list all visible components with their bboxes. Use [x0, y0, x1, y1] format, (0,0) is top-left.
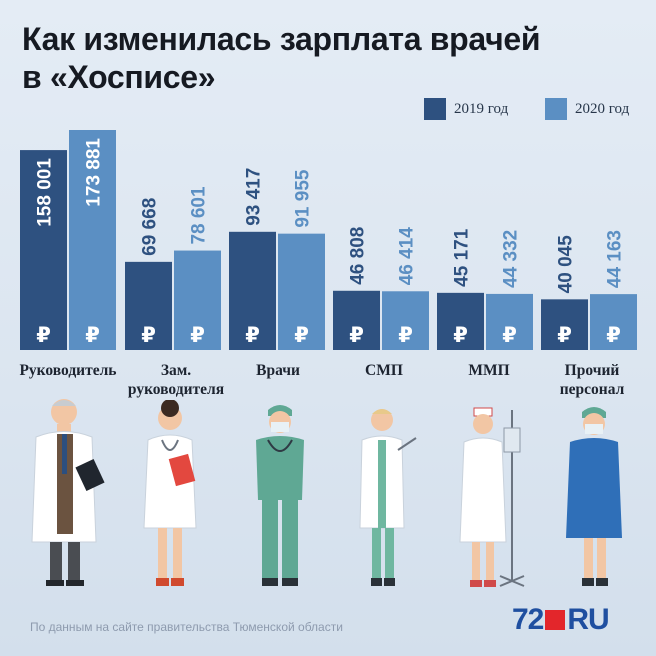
category-label-line: Врачи	[256, 362, 300, 379]
bar-label-2020-1: 78 601	[189, 186, 210, 245]
ruble-icon: ₽	[245, 323, 260, 347]
director-figure	[31, 399, 105, 586]
category-label-line: Зам.	[160, 362, 192, 379]
category-label-0: Руководитель	[0, 361, 138, 380]
ruble-icon: ₽	[606, 323, 621, 347]
ruble-icon: ₽	[36, 323, 51, 347]
legend-swatch-2019	[424, 98, 446, 120]
other-figure	[566, 407, 622, 586]
bar-label-2019-2: 93 417	[244, 168, 265, 226]
category-label-2: Врачи	[208, 361, 348, 380]
category-label-4: ММП	[419, 361, 559, 380]
ruble-icon: ₽	[453, 323, 468, 347]
category-label-line: Прочий	[564, 362, 620, 379]
bar-label-2019-4: 45 171	[452, 228, 473, 287]
logo-number: 72	[512, 603, 544, 636]
logo-suffix: RU	[567, 603, 609, 636]
bar-2019-0	[20, 150, 67, 350]
category-label-line: руководителя	[127, 381, 225, 398]
category-label-line: Руководитель	[19, 362, 117, 379]
bar-label-2019-5: 40 045	[556, 235, 577, 294]
bar-2020-0	[69, 130, 116, 350]
bar-2020-4	[486, 293, 533, 350]
ruble-icon: ₽	[502, 323, 517, 347]
ruble-icon: ₽	[85, 323, 100, 347]
title-line-1: Как изменилась зарплата врачей	[22, 21, 541, 57]
smp-figure	[359, 409, 417, 586]
ruble-icon: ₽	[349, 323, 364, 347]
brand-logo[interactable]: 72 RU	[512, 603, 610, 637]
bar-2019-5	[541, 299, 588, 350]
category-label-1: Зам. руководителя	[106, 361, 246, 399]
category-label-5: Прочий персонал	[522, 361, 656, 399]
bar-2019-2	[229, 231, 276, 350]
bar-label-2020-0: 173 881	[84, 138, 105, 207]
bar-2019-1	[125, 261, 172, 350]
legend-label-2020: 2020 год	[575, 100, 630, 117]
bar-2019-3	[333, 290, 380, 350]
category-label-line: персонал	[559, 381, 625, 398]
category-label-3: СМП	[314, 361, 454, 380]
mmp-figure	[459, 407, 525, 587]
ruble-icon: ₽	[190, 323, 205, 347]
bar-label-2020-4: 44 332	[501, 230, 522, 288]
ruble-icon: ₽	[398, 323, 413, 347]
chart-title: Как изменилась зарплата врачей в «Хоспис…	[22, 20, 622, 96]
ruble-icon: ₽	[557, 323, 572, 347]
title-line-2: в «Хосписе»	[22, 59, 216, 95]
bar-label-2019-1: 69 668	[140, 198, 161, 256]
legend-label-2019: 2019 год	[454, 100, 509, 117]
ruble-icon: ₽	[294, 323, 309, 347]
bar-2020-3	[382, 291, 429, 350]
bar-2020-1	[174, 250, 221, 350]
bar-2019-4	[437, 292, 484, 350]
bar-2020-2	[278, 233, 325, 350]
ruble-icon: ₽	[141, 323, 156, 347]
bar-label-2019-3: 46 808	[348, 227, 369, 285]
doctor-figure	[256, 405, 304, 586]
bar-label-2020-5: 44 163	[605, 230, 626, 288]
bar-2020-5	[590, 294, 637, 350]
bar-label-2020-3: 46 414	[397, 227, 418, 286]
bar-chart: 158 001 ₽173 881 ₽69 668 ₽78 601 ₽93 417 ₽91 …	[20, 130, 637, 350]
legend-swatch-2020	[545, 98, 567, 120]
legend-item-2020: 2020 год	[545, 98, 629, 120]
category-label-line: СМП	[365, 362, 403, 379]
logo-flag-icon	[545, 610, 566, 630]
bar-label-2019-0: 158 001	[35, 158, 56, 227]
deputy-figure	[143, 400, 197, 586]
legend-item-2019: 2019 год	[424, 98, 508, 120]
category-label-line: ММП	[468, 362, 510, 379]
source-note: По данным на сайте правительства Тюменск…	[30, 620, 343, 634]
bar-label-2020-2: 91 955	[293, 169, 314, 228]
